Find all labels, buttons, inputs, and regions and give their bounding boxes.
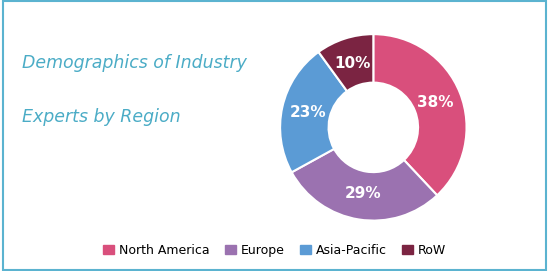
Wedge shape bbox=[280, 52, 347, 172]
Legend: North America, Europe, Asia-Pacific, RoW: North America, Europe, Asia-Pacific, RoW bbox=[98, 239, 451, 262]
Text: Demographics of Industry: Demographics of Industry bbox=[22, 54, 247, 72]
Text: 23%: 23% bbox=[289, 105, 326, 120]
Wedge shape bbox=[292, 149, 437, 221]
Text: 29%: 29% bbox=[345, 186, 381, 201]
Wedge shape bbox=[318, 34, 373, 91]
Wedge shape bbox=[373, 34, 467, 195]
Text: 10%: 10% bbox=[334, 56, 371, 71]
Text: 38%: 38% bbox=[417, 95, 454, 110]
Text: Experts by Region: Experts by Region bbox=[22, 108, 181, 126]
